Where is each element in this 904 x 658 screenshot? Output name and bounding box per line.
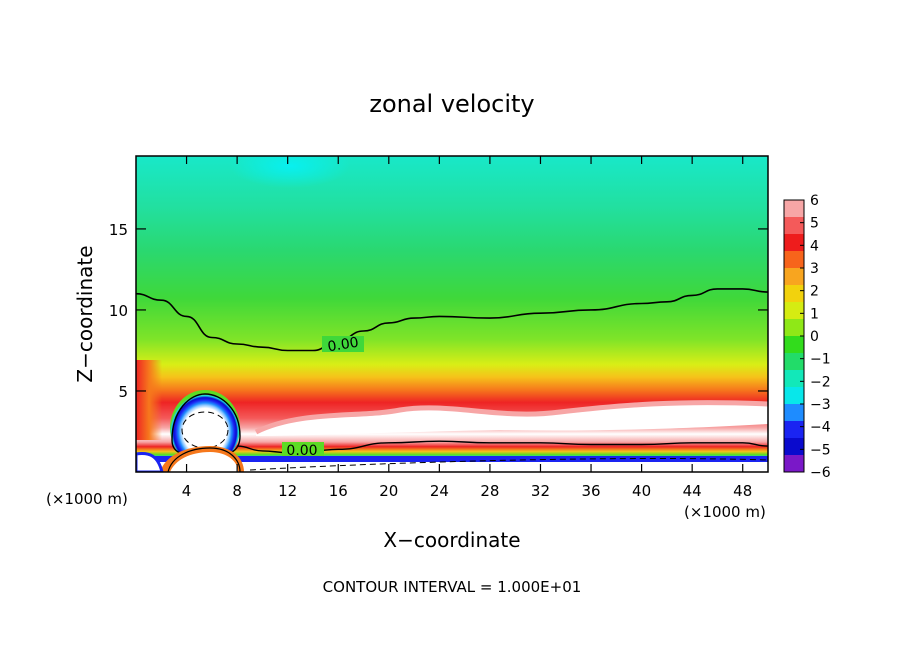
colorbar-level-label: −3 xyxy=(810,397,831,413)
x-tick-label: 28 xyxy=(480,482,499,500)
colorbar-level-label: 0 xyxy=(810,329,819,345)
colorbar: 6 5 4 3 2 1 0 −1 −2 −3 −4 −5 −6 xyxy=(783,193,831,481)
y-axis-label: Z−coordinate xyxy=(73,245,97,382)
vortex-lower-outline xyxy=(167,447,241,472)
x-tick-label: 36 xyxy=(581,482,600,500)
x-tick-label: 8 xyxy=(232,482,242,500)
colorbar-level-label: 4 xyxy=(810,238,819,254)
white-core-band-edge xyxy=(254,400,768,435)
y-tick-label: 10 xyxy=(109,302,128,320)
colorbar-level-label: 5 xyxy=(810,216,819,232)
x-unit-left: (×1000 m) xyxy=(46,490,128,508)
x-tick-label: 16 xyxy=(329,482,348,500)
x-tick-label: 24 xyxy=(430,482,449,500)
contour-label-upper: 0.00 xyxy=(327,335,360,356)
colorbar-swatch xyxy=(784,387,804,405)
plot-frame xyxy=(135,155,769,473)
x-axis-ticks: 4 8 12 16 20 24 28 32 36 40 44 48 xyxy=(182,156,752,500)
colorbar-level-label: 6 xyxy=(810,193,819,209)
x-tick-label: 44 xyxy=(683,482,702,500)
x-tick-label: 12 xyxy=(278,482,297,500)
colorbar-swatch xyxy=(784,217,804,235)
x-tick-label: 40 xyxy=(632,482,651,500)
x-unit-right: (×1000 m) xyxy=(684,503,766,521)
y-tick-label: 15 xyxy=(109,221,128,239)
colorbar-level-label: 1 xyxy=(810,306,819,322)
colorbar-swatch xyxy=(784,404,804,422)
upper-zero-contour xyxy=(136,288,768,352)
left-bottom-blue xyxy=(136,452,164,472)
lower-dashed-contour xyxy=(249,458,768,471)
chart-title: zonal velocity xyxy=(369,90,534,118)
colorbar-swatch xyxy=(784,285,804,303)
colorbar-level-label: −5 xyxy=(810,442,831,458)
upper-cyan-region xyxy=(230,156,350,188)
colorbar-swatch xyxy=(784,200,804,218)
colorbar-swatch xyxy=(784,336,804,354)
colorbar-swatch xyxy=(784,438,804,456)
heatmap-field xyxy=(136,156,768,472)
colorbar-swatch xyxy=(784,353,804,371)
colorbar-swatch xyxy=(784,302,804,320)
colorbar-level-label: 2 xyxy=(810,284,819,300)
x-tick-label: 4 xyxy=(182,482,192,500)
y-axis-ticks: 5 10 15 xyxy=(109,221,768,401)
colorbar-swatch xyxy=(784,251,804,269)
x-tick-label: 48 xyxy=(733,482,752,500)
colorbar-swatch xyxy=(784,268,804,286)
colorbar-level-label: −1 xyxy=(810,352,831,368)
x-tick-label: 32 xyxy=(531,482,550,500)
x-axis-label: X−coordinate xyxy=(383,528,520,552)
vortex-upper xyxy=(170,390,240,466)
bottom-white-layer xyxy=(136,462,768,472)
x-tick-label: 20 xyxy=(379,482,398,500)
colorbar-swatch xyxy=(784,370,804,388)
y-tick-label: 5 xyxy=(118,383,128,401)
contour-label-bg-upper xyxy=(322,336,364,352)
contour-label-lower: 0.00 xyxy=(286,443,317,459)
colorbar-level-label: −6 xyxy=(810,465,831,481)
colorbar-swatch xyxy=(784,421,804,439)
contour-label-bg-lower xyxy=(282,442,324,456)
left-warm-region xyxy=(136,360,162,440)
colorbar-level-label: −4 xyxy=(810,420,831,436)
colorbar-level-label: 3 xyxy=(810,261,819,277)
white-core-band xyxy=(256,402,768,436)
colorbar-swatch xyxy=(784,319,804,337)
colorbar-swatch xyxy=(784,455,804,473)
colorbar-swatch xyxy=(784,234,804,252)
colorbar-level-label: −2 xyxy=(810,374,831,390)
contour-interval-footer: CONTOUR INTERVAL = 1.000E+01 xyxy=(323,578,582,596)
